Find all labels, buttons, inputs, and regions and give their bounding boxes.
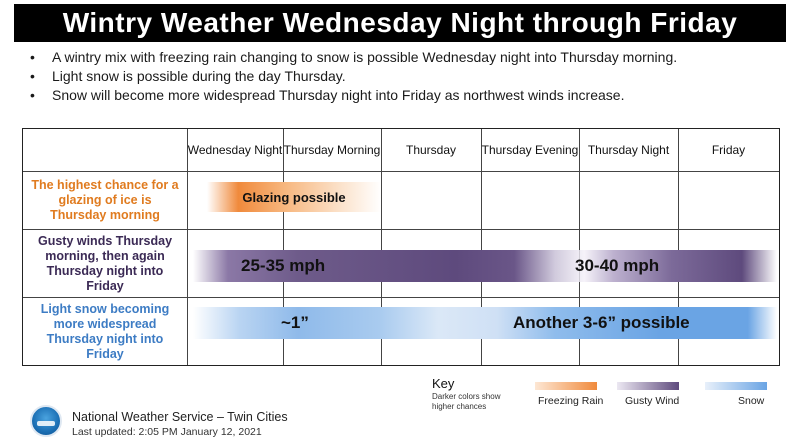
title-bar: Wintry Weather Wednesday Night through F… [14, 4, 786, 42]
bullet-item: A wintry mix with freezing rain changing… [30, 48, 790, 67]
grid-line [678, 129, 679, 365]
column-header-friday: Friday [711, 142, 746, 157]
column-header-thursday: Thursday [405, 142, 457, 157]
grid-line [481, 129, 482, 365]
snow-band: ~1” Another 3-6” possible [193, 307, 777, 339]
bullet-item: Snow will become more widespread Thursda… [30, 86, 790, 105]
column-header-wednesday-night: Wednesday Night [187, 142, 283, 157]
grid-line [283, 129, 284, 365]
key-label-freezing-rain: Freezing Rain [538, 395, 604, 407]
office-name: National Weather Service – Twin Cities [72, 410, 288, 424]
grid-line [23, 171, 779, 172]
bullet-item: Light snow is possible during the day Th… [30, 67, 790, 86]
noaa-logo-icon [30, 405, 62, 437]
grid-line [579, 129, 580, 365]
row-label-wind: Gusty winds Thursday morning, then again… [37, 233, 173, 293]
freezing-rain-swatch [535, 382, 597, 390]
page-title: Wintry Weather Wednesday Night through F… [62, 7, 738, 38]
snow-swatch [705, 382, 767, 390]
last-updated: Last updated: 2:05 PM January 12, 2021 [72, 426, 262, 438]
gusty-wind-band-label-2: 30-40 mph [575, 256, 660, 275]
snow-band-label-2: Another 3-6” possible [513, 313, 690, 332]
snow-band-label-1: ~1” [281, 313, 309, 332]
key-label-gusty-wind: Gusty Wind [625, 395, 680, 407]
gusty-wind-band: 25-35 mph 30-40 mph [193, 250, 777, 282]
freezing-rain-band: Glazing possible [207, 182, 381, 212]
row-label-ice: The highest chance for a glazing of ice … [31, 178, 179, 222]
key-note: Darker colors show higher chances [432, 392, 501, 411]
column-header-thursday-morning: Thursday Morning [283, 142, 381, 157]
column-header-thursday-night: Thursday Night [587, 142, 670, 157]
summary-bullets: A wintry mix with freezing rain changing… [30, 48, 790, 105]
key-title: Key [432, 376, 455, 391]
gusty-wind-swatch [617, 382, 679, 390]
grid-line [381, 129, 382, 365]
row-label-snow: Light snow becoming more widespread Thur… [40, 302, 170, 361]
forecast-grid: Wednesday Night Thursday Morning Thursda… [22, 128, 780, 366]
gusty-wind-band-label-1: 25-35 mph [241, 256, 326, 275]
grid-line [23, 229, 779, 230]
freezing-rain-band-label: Glazing possible [242, 189, 346, 205]
grid-line [187, 129, 188, 365]
grid-line [23, 297, 779, 298]
column-header-thursday-evening: Thursday Evening [481, 142, 579, 157]
key-label-snow: Snow [738, 395, 765, 407]
